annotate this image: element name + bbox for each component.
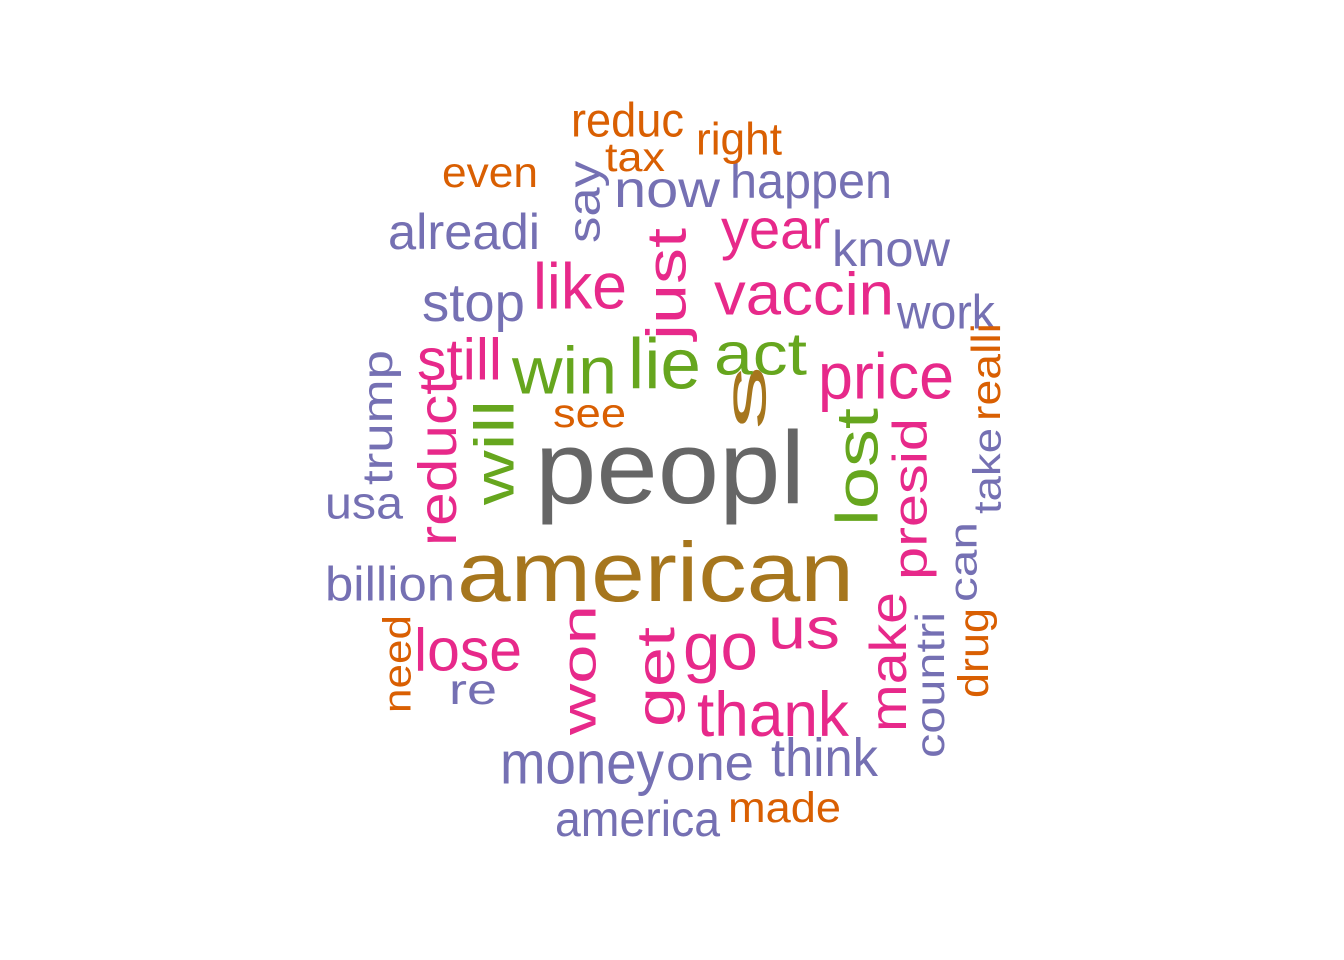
word-now: now [614, 161, 720, 219]
word-presid: presid [885, 418, 938, 580]
word-reduct: reduct [408, 378, 468, 546]
word-thank: thank [697, 680, 849, 750]
word-like: like [533, 250, 627, 323]
word-happen: happen [730, 153, 892, 209]
word-know: know [832, 221, 951, 277]
word-need: need [377, 615, 420, 713]
word-one: one [666, 735, 754, 791]
word-america: america [555, 791, 720, 847]
word-american: american [457, 525, 854, 619]
word-make: make [860, 592, 918, 732]
word-year: year [721, 198, 830, 262]
word-won: won [554, 605, 607, 736]
word-tax: tax [605, 134, 666, 180]
word-still: still [417, 328, 502, 393]
word-countri: countri [907, 612, 953, 758]
word-see: see [553, 390, 626, 436]
word-say: say [559, 160, 610, 243]
word-vaccin: vaccin [714, 261, 894, 328]
word-will: will [463, 400, 526, 506]
word-realli: realli [963, 323, 1009, 421]
word-billion: billion [325, 559, 455, 612]
word-go: go [683, 610, 758, 685]
word-lie: lie [628, 326, 701, 405]
word-us: us [768, 597, 840, 662]
word-s: s [712, 365, 779, 430]
word-work: work [896, 287, 996, 340]
word-take: take [967, 428, 1010, 514]
word-drug: drug [950, 608, 998, 698]
word-right: right [696, 114, 782, 165]
word-think: think [771, 728, 879, 788]
word-stop: stop [422, 273, 525, 333]
word-get: get [626, 627, 686, 727]
word-usa: usa [325, 478, 404, 529]
word-re: re [449, 666, 497, 714]
word-trump: trump [354, 350, 402, 485]
word-made: made [728, 784, 841, 832]
word-peopl: peopl [535, 410, 805, 525]
word-win: win [511, 334, 617, 409]
word-just: just [635, 227, 698, 342]
word-alreadi: alreadi [388, 204, 540, 260]
word-act: act [714, 321, 807, 388]
word-lose: lose [414, 617, 522, 684]
word-can: can [943, 522, 986, 602]
word-money: money [500, 730, 664, 797]
word-reduc: reduc [571, 95, 684, 148]
word-even: even [442, 149, 538, 197]
word-lost: lost [825, 408, 891, 526]
word-price: price [818, 340, 954, 413]
